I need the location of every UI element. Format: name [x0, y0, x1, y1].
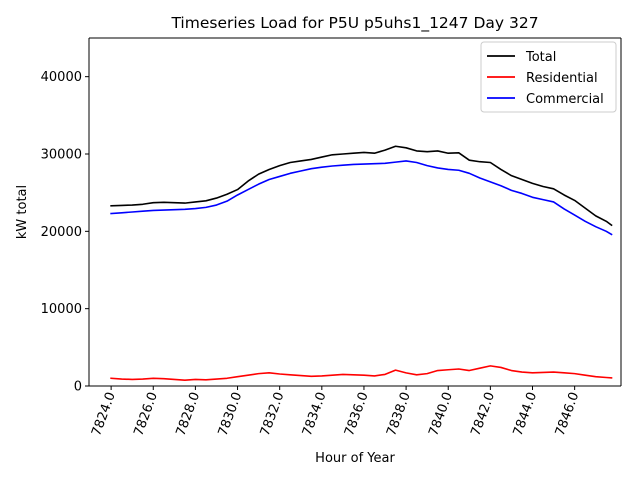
series-line-commercial — [110, 160, 613, 236]
legend-label-residential: Residential — [526, 71, 598, 86]
legend: Total Residential Commercial — [480, 41, 617, 113]
y-tick-label: 10000 — [41, 302, 82, 317]
y-tick-label: 0 — [74, 380, 82, 395]
series-line-total — [110, 145, 613, 227]
y-axis: 0 10000 20000 30000 40000 — [41, 70, 89, 395]
y-tick-label: 30000 — [41, 148, 82, 163]
y-axis-label: kW total — [15, 185, 30, 239]
chart-title: Timeseries Load for P5U p5uhs1_1247 Day … — [170, 14, 538, 33]
legend-label-commercial: Commercial — [526, 92, 604, 107]
series-line-residential — [110, 365, 613, 381]
y-tick-label: 40000 — [41, 70, 82, 85]
x-axis-label: Hour of Year — [315, 451, 395, 466]
legend-label-total: Total — [525, 50, 556, 65]
y-tick-label: 20000 — [41, 225, 82, 240]
legend-box — [480, 41, 617, 113]
series-layer — [110, 145, 613, 381]
